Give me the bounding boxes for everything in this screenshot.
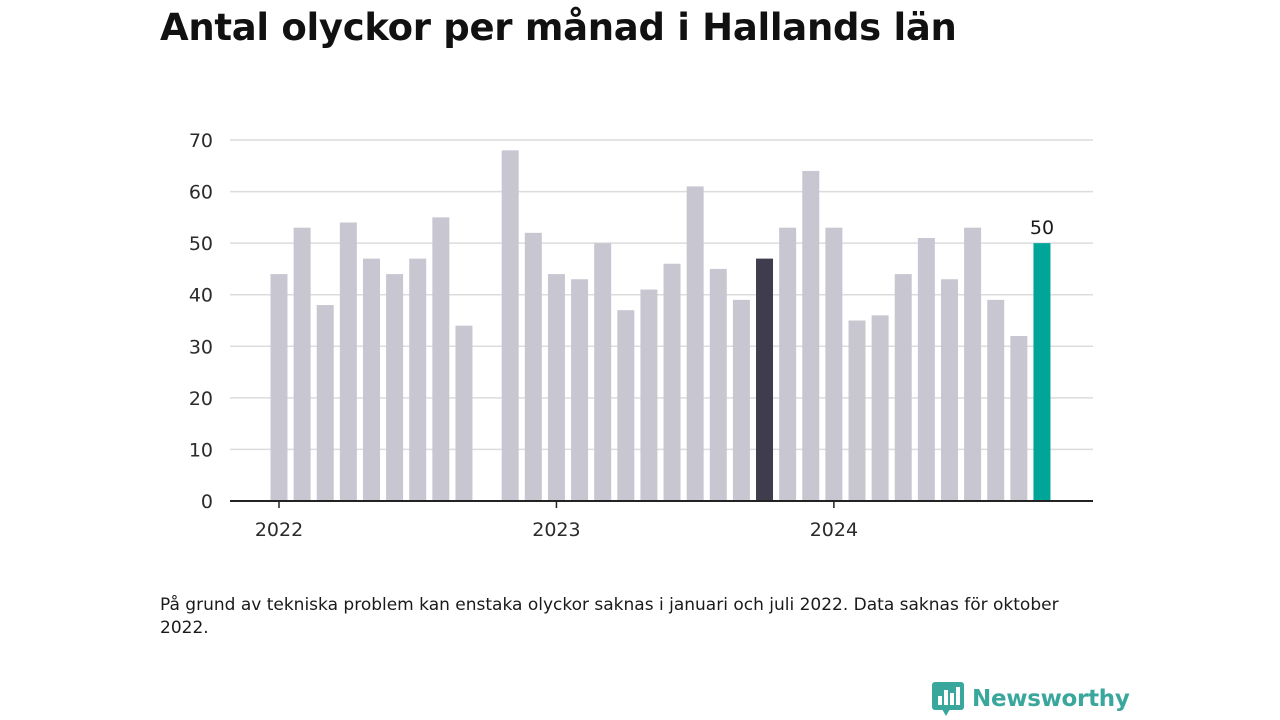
bar-2022-11 bbox=[501, 150, 519, 502]
bar-2024-02 bbox=[848, 320, 866, 501]
bar-2023-12 bbox=[802, 170, 820, 501]
bar-2024-10 bbox=[1033, 243, 1051, 501]
bar-2024-04 bbox=[894, 274, 912, 501]
bar-2023-08 bbox=[709, 268, 727, 501]
bar-2022-07 bbox=[409, 258, 427, 501]
grid-lines bbox=[230, 139, 1093, 451]
chart-title: Antal olyckor per månad i Hallands län bbox=[160, 6, 957, 49]
bar-2022-05 bbox=[362, 258, 380, 501]
bar-2024-08 bbox=[987, 299, 1005, 501]
y-tick-label: 50 bbox=[189, 233, 213, 255]
bar-2023-10 bbox=[756, 258, 774, 501]
bar-2024-06 bbox=[940, 279, 958, 501]
bar-2024-05 bbox=[917, 237, 935, 501]
y-tick-label: 0 bbox=[201, 491, 213, 513]
data-label: 50 bbox=[1030, 217, 1054, 239]
y-tick-label: 20 bbox=[189, 388, 213, 410]
x-axis-ticks: 2022 2023 2024 bbox=[255, 501, 858, 541]
y-tick-label: 70 bbox=[189, 130, 213, 152]
bar-2024-07 bbox=[964, 227, 982, 501]
bar-2023-06 bbox=[663, 263, 681, 501]
bar-2022-01 bbox=[270, 274, 288, 501]
y-tick-label: 40 bbox=[189, 285, 213, 307]
bar-2023-04 bbox=[617, 310, 635, 501]
bar-2024-09 bbox=[1010, 335, 1028, 501]
bar-2023-02 bbox=[571, 279, 589, 501]
bar-2022-04 bbox=[339, 222, 357, 501]
bar-2022-03 bbox=[316, 305, 334, 501]
brand-logo: Newsworthy bbox=[932, 682, 1130, 716]
x-tick-label: 2022 bbox=[255, 519, 303, 541]
data-labels: 50 bbox=[1030, 217, 1054, 239]
x-tick-label: 2023 bbox=[532, 519, 580, 541]
bar-2024-03 bbox=[871, 315, 889, 501]
chart-footnote: På grund av tekniska problem kan enstaka… bbox=[160, 595, 1059, 638]
bar-2024-01 bbox=[825, 227, 843, 501]
newsworthy-logo-icon bbox=[932, 682, 964, 716]
bar-2023-07 bbox=[686, 186, 704, 501]
bar-chart: 0 10 20 30 40 50 60 70 2022 2023 2024 50 bbox=[189, 130, 1093, 541]
bar-2022-02 bbox=[293, 227, 311, 501]
brand-name: Newsworthy bbox=[972, 686, 1130, 712]
bar-2023-05 bbox=[640, 289, 658, 501]
bar-2022-09 bbox=[455, 325, 473, 501]
y-tick-label: 60 bbox=[189, 182, 213, 204]
y-axis-ticks: 0 10 20 30 40 50 60 70 bbox=[189, 130, 213, 513]
bar-2022-06 bbox=[386, 274, 404, 501]
x-tick-label: 2024 bbox=[810, 519, 858, 541]
bar-2023-09 bbox=[732, 299, 750, 501]
bar-2023-01 bbox=[547, 274, 565, 501]
bar-2023-11 bbox=[779, 227, 797, 501]
bar-2023-03 bbox=[594, 243, 612, 501]
bar-2022-12 bbox=[524, 232, 542, 502]
bar-2022-08 bbox=[432, 217, 450, 501]
bars bbox=[270, 150, 1051, 502]
y-tick-label: 30 bbox=[189, 336, 213, 358]
y-tick-label: 10 bbox=[189, 439, 213, 461]
